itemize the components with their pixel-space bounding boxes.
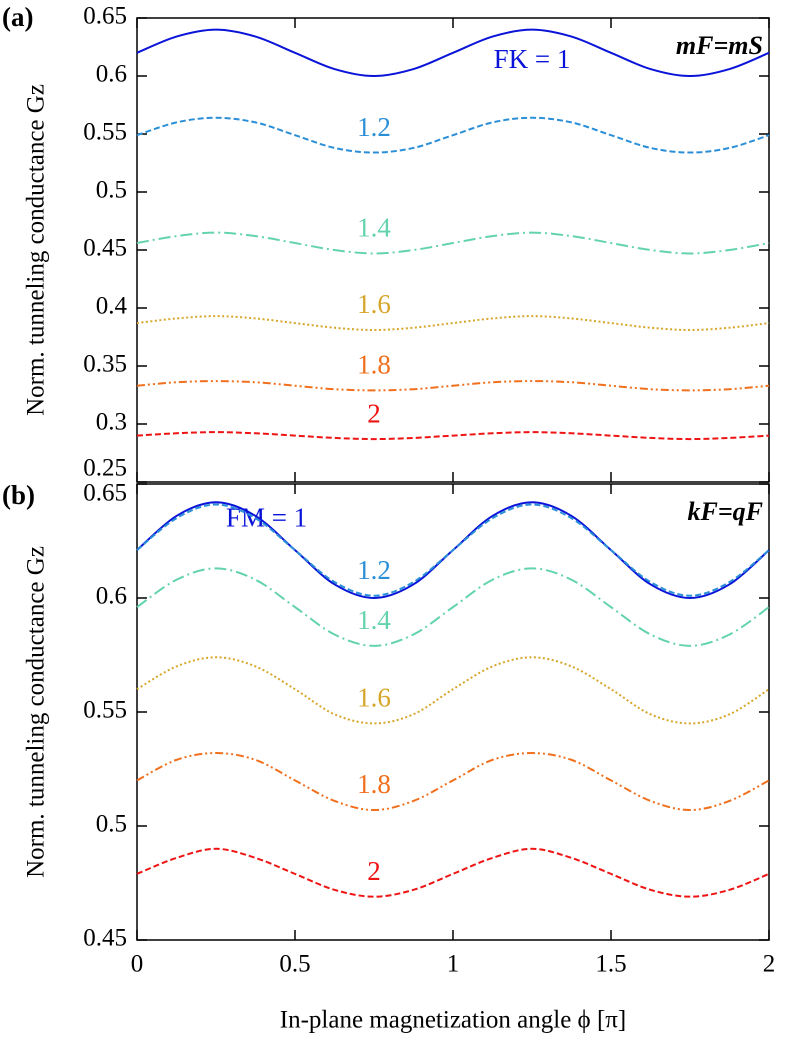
y-tick-label: 0.5 — [96, 811, 127, 838]
series-label: 2 — [367, 856, 381, 886]
series-line — [136, 231, 770, 255]
series-line — [136, 315, 770, 332]
corner-label: mF=mS — [676, 31, 763, 60]
panel-label: (b) — [2, 480, 35, 510]
series-line — [136, 752, 770, 812]
series-label: 1.4 — [357, 213, 391, 243]
y-tick-label: 0.4 — [96, 293, 128, 320]
series-label: 2 — [367, 398, 381, 428]
series-line — [136, 847, 770, 898]
plot-frame — [136, 17, 770, 483]
series-label: 1.8 — [357, 769, 391, 799]
y-tick-label: 0.55 — [83, 119, 127, 146]
series-label: 1.6 — [357, 683, 391, 713]
series-line — [136, 380, 770, 392]
x-tick-label: 0 — [131, 951, 144, 978]
series-label: 1.6 — [357, 289, 391, 319]
y-tick-label: 0.5 — [96, 177, 127, 204]
x-tick-label: 1.5 — [595, 951, 626, 978]
x-tick-label: 0.5 — [279, 951, 310, 978]
panel-label: (a) — [2, 2, 33, 32]
x-tick-label: 1 — [447, 951, 460, 978]
y-tick-label: 0.6 — [96, 61, 127, 88]
y-axis-label: Norm. tunneling conductance Gz — [23, 84, 50, 416]
series-label: 1.2 — [357, 555, 391, 585]
series-label: FK = 1 — [494, 44, 571, 74]
plot-frame — [136, 483, 770, 941]
series-label: FM = 1 — [226, 502, 307, 532]
y-tick-label: 0.6 — [96, 583, 127, 610]
series-line — [136, 656, 770, 725]
y-axis-label: Norm. tunneling conductance Gz — [23, 546, 50, 878]
x-tick-label: 2 — [763, 951, 776, 978]
y-tick-label: 0.35 — [83, 351, 127, 378]
y-tick-label: 0.65 — [83, 3, 127, 30]
series-line — [136, 116, 770, 154]
y-tick-label: 0.25 — [83, 455, 127, 482]
series-line — [136, 431, 770, 441]
series-line — [136, 28, 770, 78]
y-tick-label: 0.3 — [96, 409, 127, 436]
series-label: 1.2 — [357, 112, 391, 142]
series-label: 1.4 — [357, 605, 391, 635]
series-line — [136, 503, 770, 597]
series-label: 1.8 — [357, 350, 391, 380]
corner-label: kF=qF — [688, 497, 764, 526]
y-tick-label: 0.45 — [83, 235, 127, 262]
y-tick-label: 0.45 — [83, 925, 127, 952]
y-tick-label: 0.65 — [83, 480, 127, 507]
x-axis-label: In-plane magnetization angle ϕ [π] — [280, 1007, 626, 1034]
series-line — [136, 567, 770, 647]
y-tick-label: 0.55 — [83, 697, 127, 724]
